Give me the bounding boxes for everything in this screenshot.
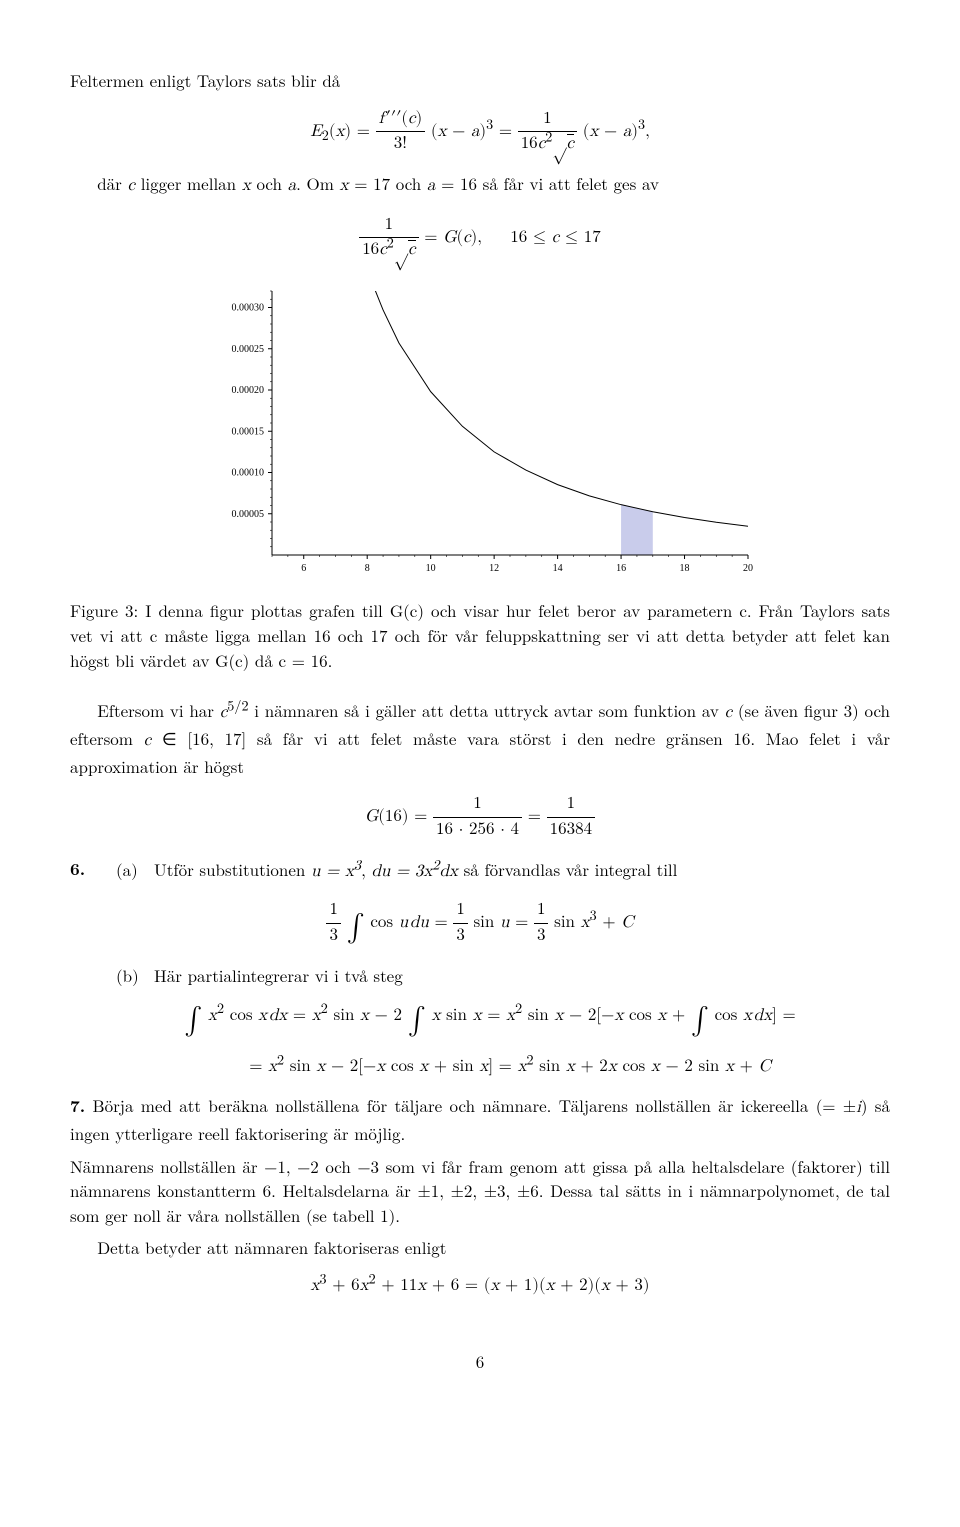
svg-text:10: 10 xyxy=(426,563,436,574)
q6b-body: Här partialintegrerar vi i två steg xyxy=(154,963,890,988)
q6b-label: (b) xyxy=(116,963,154,988)
svg-text:18: 18 xyxy=(680,563,690,574)
svg-text:20: 20 xyxy=(743,563,753,574)
intro-line1: Feltermen enligt Taylors sats blir då xyxy=(70,68,890,93)
svg-text:16: 16 xyxy=(616,563,626,574)
svg-text:0.00015: 0.00015 xyxy=(232,426,265,437)
svg-text:14: 14 xyxy=(553,563,563,574)
after-caption-p1: Eftersom vi har c5/2 i nämnaren så i gäl… xyxy=(70,698,890,778)
q6a-eq: 13 ∫ cos u du = 13 sin u = 13 sin x3 + C xyxy=(70,898,890,948)
figure-3-caption: Figure 3: I denna figur plottas grafen t… xyxy=(70,598,890,672)
page-number: 6 xyxy=(70,1349,890,1374)
question-7: 7. Börja med att beräkna nollställena fö… xyxy=(70,1093,890,1145)
q6-number: 6. xyxy=(70,857,116,882)
q7-eq: x3 + 6x2 + 11x + 6 = (x + 1)(x + 2)(x + … xyxy=(70,1274,890,1299)
question-6b: (b) Här partialintegrerar vi i två steg xyxy=(70,963,890,988)
question-6: 6. (a) Utför substitutionen u = x3, du =… xyxy=(70,857,890,885)
svg-text:0.00030: 0.00030 xyxy=(232,302,265,313)
svg-text:0.00025: 0.00025 xyxy=(232,344,265,355)
figure-3-chart: 0.00005 0.00010 0.00015 0.00020 0.00025 0.000… xyxy=(200,281,760,587)
q6b-eq1: ∫ x2 cos x dx = x2 sin x − 2 ∫ x sin x =… xyxy=(70,1001,890,1040)
q7-number: 7. xyxy=(70,1094,85,1118)
q7-p2: Nämnarens nollställen är −1, −2 och −3 s… xyxy=(70,1154,890,1228)
intro-line2: där c ligger mellan x och a. Om x = 17 o… xyxy=(70,171,890,199)
q6b-eq2: = x2 sin x − 2[−x cos x + sin x] = x2 si… xyxy=(70,1055,890,1080)
svg-text:0.00005: 0.00005 xyxy=(232,509,265,520)
q6a-body: Utför substitutionen u = x3, du = 3x2dx … xyxy=(154,857,890,885)
svg-text:8: 8 xyxy=(365,563,370,574)
after-caption-eq: G(16) = 116 · 256 · 4 = 116384 xyxy=(70,792,890,842)
svg-text:0.00010: 0.00010 xyxy=(232,467,265,478)
q7-p3: Detta betyder att nämnaren faktoriseras … xyxy=(70,1235,890,1260)
svg-text:0.00020: 0.00020 xyxy=(232,385,265,396)
svg-text:12: 12 xyxy=(489,563,499,574)
intro-eq2: 116c2√c = G(c), 16 ≤ c ≤ 17 xyxy=(70,213,890,263)
svg-text:6: 6 xyxy=(301,563,306,574)
q7-p1: Börja med att beräkna nollställena för t… xyxy=(70,1093,890,1145)
intro-eq1: E2(x) = f ′′′(c)3! (x − a)3 = 116c2√c (x… xyxy=(70,107,890,157)
q6a-label: (a) xyxy=(116,857,154,882)
